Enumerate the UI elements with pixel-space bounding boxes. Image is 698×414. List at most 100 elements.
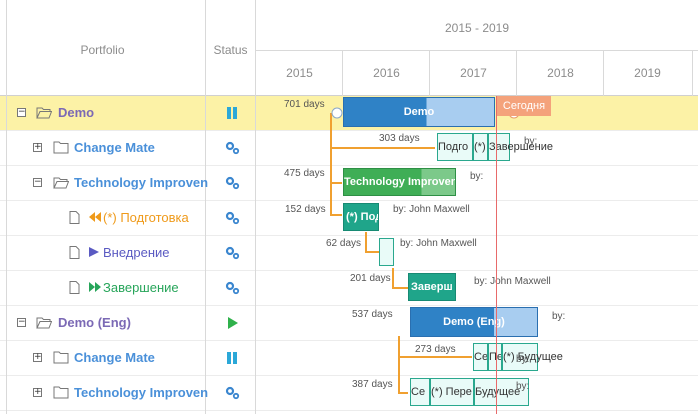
gantt-segment[interactable]: (*) <box>473 133 488 161</box>
table-row[interactable] <box>0 131 698 166</box>
table-row[interactable] <box>0 341 698 376</box>
gantt-bar-demo[interactable]: Demo <box>343 97 495 127</box>
assignee-label: by: <box>470 171 484 182</box>
gears-icon[interactable] <box>224 140 240 156</box>
segment-label: (*) <box>474 141 486 153</box>
assignee-label: by: <box>516 381 530 392</box>
assignee-label: by: John Maxwell <box>393 204 470 215</box>
segment-label: Се <box>474 351 488 363</box>
collapse-toggle[interactable]: − <box>17 107 26 117</box>
gears-icon[interactable] <box>224 385 240 401</box>
pause-icon[interactable] <box>224 350 240 366</box>
gantt-segment[interactable]: Се <box>410 378 430 406</box>
gantt-bar-label: Заверш <box>411 281 453 293</box>
dependency-connector <box>392 268 394 288</box>
dependency-connector <box>330 147 435 149</box>
portfolio-name[interactable]: Demo <box>58 105 95 120</box>
segment-label: Завершение <box>489 141 553 153</box>
gantt-bar-implementation[interactable] <box>379 238 394 266</box>
grid-line <box>516 51 517 96</box>
duration-label: 152 days <box>285 204 326 215</box>
today-line <box>496 96 497 414</box>
assignee-label: by: <box>516 354 530 365</box>
assignee-label: by: John Maxwell <box>400 238 477 249</box>
table-row[interactable] <box>0 236 698 271</box>
gears-icon[interactable] <box>224 210 240 226</box>
task-name[interactable]: Внедрение <box>103 245 170 260</box>
year-2017: 2017 <box>460 66 487 80</box>
dependency-connector <box>330 113 332 215</box>
gantt-segment[interactable]: Пе <box>488 343 502 371</box>
expand-toggle[interactable]: + <box>33 352 42 362</box>
gantt-bar-finish[interactable]: Заверш <box>408 273 456 301</box>
today-marker[interactable]: Сегодня <box>497 96 551 116</box>
grid-line <box>429 51 430 96</box>
segment-label: (*) Пере <box>431 386 472 398</box>
table-row[interactable] <box>0 376 698 411</box>
table-row[interactable] <box>0 306 698 341</box>
gantt-segment[interactable]: Се <box>473 343 488 371</box>
year-2018: 2018 <box>547 66 574 80</box>
rewind-icon <box>89 212 101 222</box>
collapse-toggle[interactable]: − <box>33 177 42 187</box>
start-milestone-icon[interactable] <box>331 107 343 119</box>
document-icon <box>69 281 80 294</box>
folder-icon <box>53 141 69 154</box>
portfolio-name[interactable]: Demo (Eng) <box>58 315 131 330</box>
folder-icon <box>53 386 69 399</box>
table-row[interactable] <box>0 271 698 306</box>
duration-label: 475 days <box>284 168 325 179</box>
gantt-bar-technology[interactable]: Technology Improven <box>343 168 456 196</box>
task-name[interactable]: Завершение <box>103 280 179 295</box>
duration-label: 387 days <box>352 379 393 390</box>
portfolio-name[interactable]: Technology Improven <box>74 385 209 400</box>
gears-icon[interactable] <box>224 245 240 261</box>
portfolio-name[interactable]: Change Mate <box>74 140 155 155</box>
year-2015: 2015 <box>286 66 313 80</box>
collapse-toggle[interactable]: − <box>17 317 26 327</box>
grid-line <box>342 51 343 96</box>
pause-icon[interactable] <box>224 105 240 121</box>
year-2016: 2016 <box>373 66 400 80</box>
duration-label: 537 days <box>352 309 393 320</box>
dependency-connector <box>330 182 342 184</box>
gantt-bar-label: Technology Improven <box>344 176 456 188</box>
grid-line <box>692 51 693 96</box>
gantt-bar-label: (*) Под <box>346 211 379 223</box>
gantt-segment[interactable]: Подго <box>437 133 473 161</box>
segment-label: Будущее <box>475 386 521 398</box>
year-2019: 2019 <box>634 66 661 80</box>
dependency-connector <box>398 356 472 358</box>
folder-open-icon <box>36 317 52 329</box>
gantt-segment[interactable]: (*) Пере <box>430 378 474 406</box>
gantt-bar-label: Demo (Eng) <box>443 316 505 328</box>
task-name[interactable]: (*) Подготовка <box>103 210 189 225</box>
folder-open-icon <box>53 177 69 189</box>
expand-toggle[interactable]: + <box>33 387 42 397</box>
portfolio-name[interactable]: Change Mate <box>74 350 155 365</box>
play-icon[interactable] <box>224 315 240 331</box>
document-icon <box>69 211 80 224</box>
assignee-label: by: <box>552 311 566 322</box>
header-portfolio[interactable]: Portfolio <box>80 43 125 57</box>
duration-label: 62 days <box>326 238 362 249</box>
dependency-connector <box>398 392 408 394</box>
gantt-bar-demo-eng[interactable]: Demo (Eng) <box>410 307 538 337</box>
header-status[interactable]: Status <box>213 43 248 57</box>
table-row[interactable] <box>0 201 698 236</box>
gantt-bar-prep[interactable]: (*) Под <box>343 203 379 231</box>
folder-icon <box>53 351 69 364</box>
portfolio-name[interactable]: Technology Improven <box>74 175 209 190</box>
dependency-connector <box>398 336 400 394</box>
table-row[interactable] <box>0 166 698 201</box>
expand-toggle[interactable]: + <box>33 142 42 152</box>
gantt-segment[interactable]: (*) Будущее <box>502 343 563 371</box>
gantt-segment[interactable]: Будущее <box>474 378 529 406</box>
gears-icon[interactable] <box>224 280 240 296</box>
segment-label: (*) Будущее <box>503 351 563 363</box>
dependency-connector <box>392 287 408 289</box>
gantt-segment[interactable]: Завершение <box>488 133 553 161</box>
fast-forward-icon <box>89 282 101 292</box>
gears-icon[interactable] <box>224 175 240 191</box>
